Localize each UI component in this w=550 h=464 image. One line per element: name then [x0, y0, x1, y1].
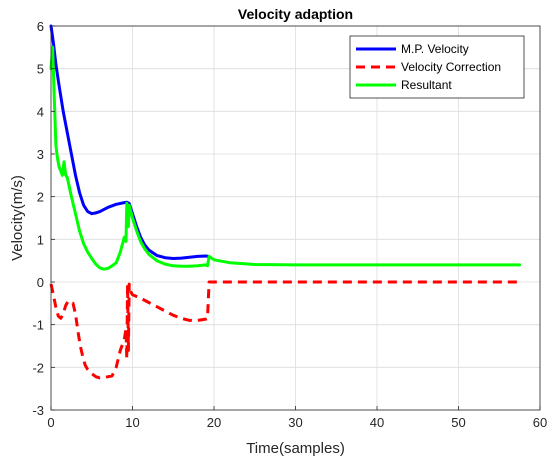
x-tick-label: 40: [370, 415, 384, 430]
legend-entry-mp-velocity: M.P. Velocity: [401, 42, 469, 56]
y-tick-label: 1: [37, 232, 44, 247]
series-layer: [49, 24, 522, 380]
x-axis-title: Time(samples): [246, 440, 345, 457]
legend-entry-velocity-correction: Velocity Correction: [401, 60, 501, 74]
x-tick-label: 10: [125, 415, 139, 430]
y-tick-label: 4: [37, 104, 44, 119]
x-tick-label: 0: [47, 415, 54, 430]
legend: M.P. Velocity Velocity Correction Resultan…: [349, 35, 525, 99]
chart-title: Velocity adaption: [238, 6, 353, 22]
y-tick-label: 6: [37, 19, 44, 34]
y-tick-label: 3: [37, 147, 44, 162]
x-tick-label: 50: [451, 415, 465, 430]
y-tick-label: 2: [37, 190, 44, 205]
y-tick-label: -3: [32, 403, 44, 418]
mp-velocity-line: [49, 24, 210, 260]
resultant-line: [49, 45, 522, 271]
y-tick-label: 0: [37, 275, 44, 290]
x-tick-label: 20: [207, 415, 221, 430]
x-tick-label: 30: [288, 415, 302, 430]
y-axis: -3 -2 -1 0 1 2 3 4 5 6: [32, 19, 55, 418]
y-tick-label: -2: [32, 360, 44, 375]
y-tick-label: 5: [37, 62, 44, 77]
x-tick-label: 60: [533, 415, 547, 430]
y-tick-label: -1: [32, 318, 44, 333]
x-axis: 0 10 20 30 40 50 60: [47, 406, 547, 430]
legend-entry-resultant: Resultant: [401, 78, 452, 92]
y-axis-title: Velocity(m/s): [9, 175, 26, 261]
velocity-correction-line: [49, 280, 520, 380]
